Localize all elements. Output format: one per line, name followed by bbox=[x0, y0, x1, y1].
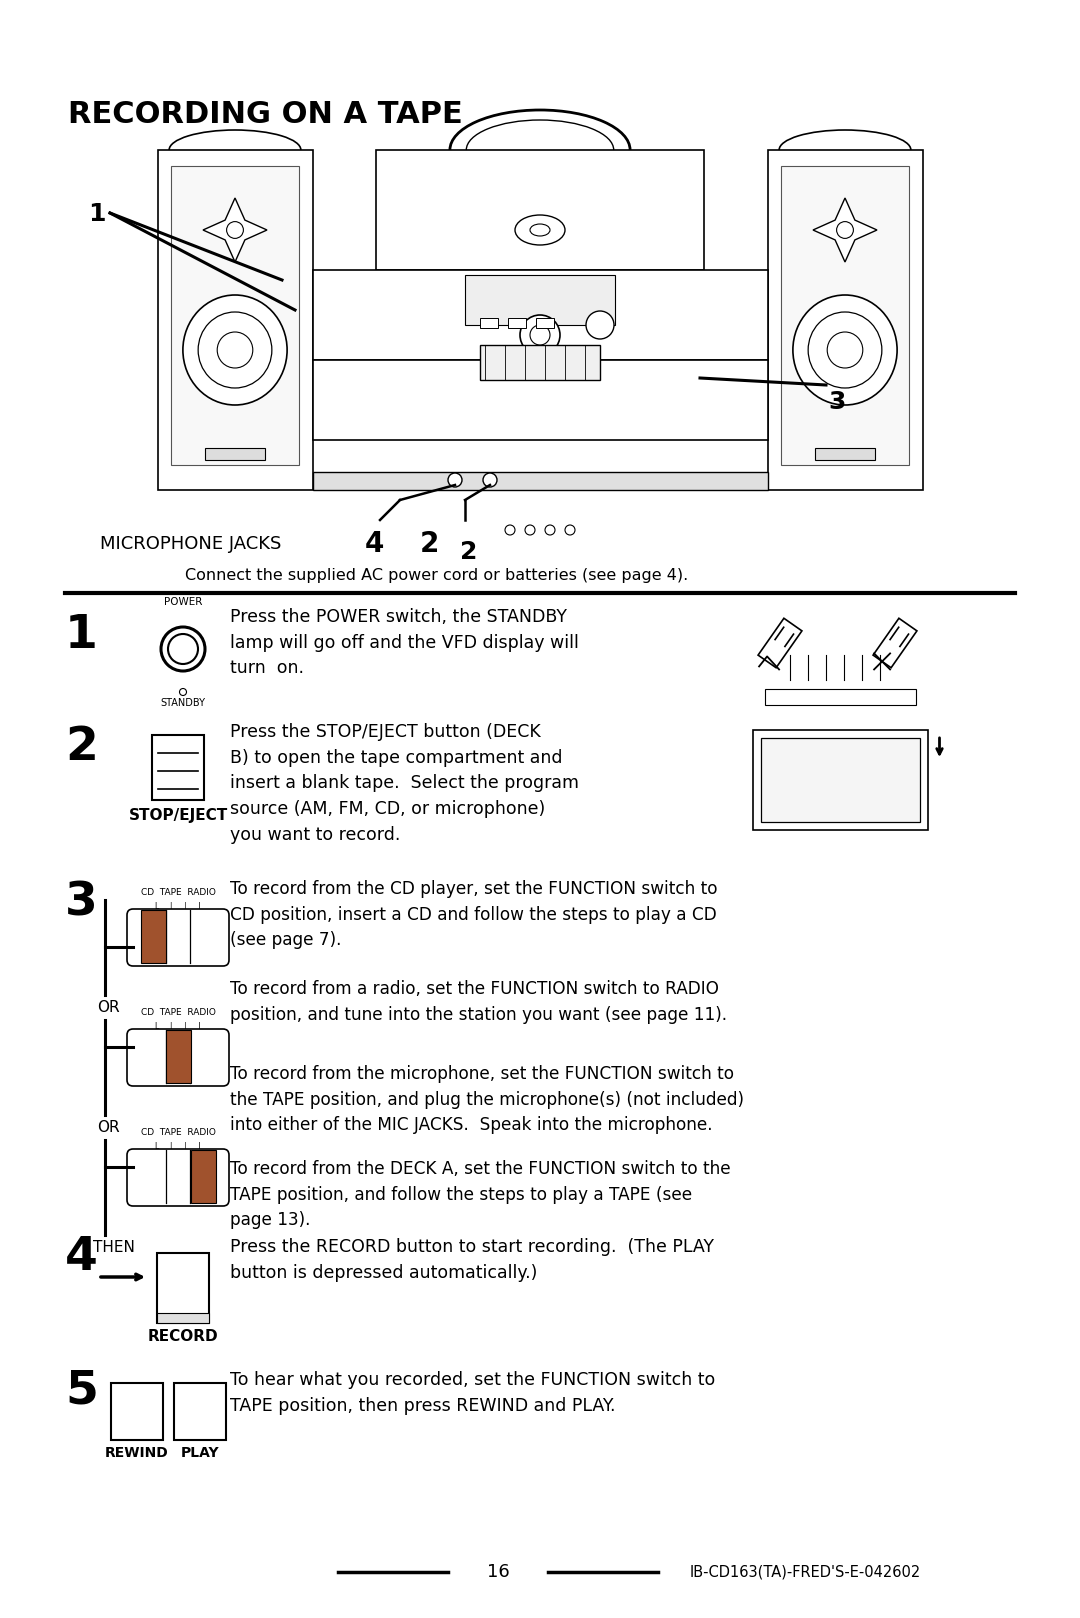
Text: L___|___|___J: L___|___|___J bbox=[154, 1023, 201, 1031]
Ellipse shape bbox=[183, 294, 287, 404]
Circle shape bbox=[161, 628, 205, 671]
Bar bbox=[157, 1312, 210, 1324]
Bar bbox=[312, 472, 768, 490]
Text: To record from a radio, set the FUNCTION switch to RADIO
position, and tune into: To record from a radio, set the FUNCTION… bbox=[230, 981, 727, 1024]
Text: L___|___|___J: L___|___|___J bbox=[154, 901, 201, 911]
FancyBboxPatch shape bbox=[127, 1029, 229, 1086]
Text: PLAY: PLAY bbox=[180, 1446, 219, 1459]
Circle shape bbox=[586, 311, 615, 340]
Circle shape bbox=[565, 524, 575, 536]
Text: To record from the DECK A, set the FUNCTION switch to the
TAPE position, and fol: To record from the DECK A, set the FUNCT… bbox=[230, 1160, 731, 1230]
Text: L___|___|___J: L___|___|___J bbox=[154, 1142, 201, 1150]
Text: RECORDING ON A TAPE: RECORDING ON A TAPE bbox=[68, 100, 462, 129]
Text: 2: 2 bbox=[460, 540, 477, 565]
Text: 4: 4 bbox=[65, 1235, 98, 1280]
Text: 3: 3 bbox=[65, 880, 98, 925]
Text: 3: 3 bbox=[828, 390, 846, 414]
Bar bbox=[152, 735, 204, 799]
Bar bbox=[174, 1383, 226, 1440]
Polygon shape bbox=[758, 618, 802, 668]
Bar bbox=[765, 689, 916, 705]
Text: To record from the microphone, set the FUNCTION switch to
the TAPE position, and: To record from the microphone, set the F… bbox=[230, 1065, 744, 1134]
Bar bbox=[508, 319, 526, 328]
Text: NO: NO bbox=[883, 693, 907, 709]
Text: Press the RECORD button to start recording.  (The PLAY
button is depressed autom: Press the RECORD button to start recordi… bbox=[230, 1238, 714, 1281]
Circle shape bbox=[227, 222, 243, 238]
Bar bbox=[753, 730, 928, 830]
Circle shape bbox=[525, 524, 535, 536]
Circle shape bbox=[179, 689, 187, 696]
Ellipse shape bbox=[217, 332, 253, 367]
Bar bbox=[158, 150, 312, 490]
Bar bbox=[166, 1031, 191, 1082]
Circle shape bbox=[505, 524, 515, 536]
Bar bbox=[768, 150, 922, 490]
Text: REWIND: REWIND bbox=[105, 1446, 168, 1459]
Bar bbox=[815, 448, 875, 460]
Bar bbox=[376, 150, 704, 270]
Text: RECORD: RECORD bbox=[148, 1328, 218, 1345]
FancyBboxPatch shape bbox=[127, 1149, 229, 1205]
Text: THEN: THEN bbox=[93, 1239, 135, 1256]
Bar bbox=[480, 319, 498, 328]
Text: 5: 5 bbox=[65, 1367, 98, 1413]
Text: To hear what you recorded, set the FUNCTION switch to
TAPE position, then press : To hear what you recorded, set the FUNCT… bbox=[230, 1370, 715, 1414]
Polygon shape bbox=[873, 618, 917, 668]
Bar bbox=[312, 270, 768, 359]
Ellipse shape bbox=[827, 332, 863, 367]
Bar bbox=[312, 359, 768, 440]
Polygon shape bbox=[203, 197, 267, 262]
Text: STANDBY: STANDBY bbox=[161, 697, 205, 709]
Text: Press the POWER switch, the STANDBY
lamp will go off and the VFD display will
tu: Press the POWER switch, the STANDBY lamp… bbox=[230, 608, 579, 678]
Circle shape bbox=[519, 316, 561, 354]
Bar bbox=[205, 448, 265, 460]
Text: 2: 2 bbox=[420, 531, 440, 558]
Text: 1: 1 bbox=[87, 202, 106, 227]
Text: OR: OR bbox=[97, 1000, 120, 1014]
Bar bbox=[157, 1252, 210, 1324]
Text: 4: 4 bbox=[365, 531, 384, 558]
Bar bbox=[172, 165, 298, 464]
Text: CD  TAPE  RADIO: CD TAPE RADIO bbox=[140, 888, 215, 896]
Bar bbox=[536, 319, 554, 328]
Text: STOP/EJECT: STOP/EJECT bbox=[129, 807, 228, 824]
Bar bbox=[480, 345, 600, 380]
Ellipse shape bbox=[515, 215, 565, 244]
Circle shape bbox=[168, 634, 198, 663]
Circle shape bbox=[837, 222, 853, 238]
Polygon shape bbox=[813, 197, 877, 262]
Ellipse shape bbox=[530, 223, 550, 236]
Bar bbox=[465, 275, 615, 325]
Circle shape bbox=[448, 472, 462, 487]
Text: POWER: POWER bbox=[164, 597, 202, 607]
Text: MICROPHONE JACKS: MICROPHONE JACKS bbox=[100, 536, 282, 553]
Circle shape bbox=[545, 524, 555, 536]
Ellipse shape bbox=[808, 312, 882, 388]
Ellipse shape bbox=[793, 294, 897, 404]
Text: Connect the supplied AC power cord or batteries (see page 4).: Connect the supplied AC power cord or ba… bbox=[185, 568, 688, 582]
Ellipse shape bbox=[198, 312, 272, 388]
Text: OR: OR bbox=[97, 1120, 120, 1134]
Text: 16: 16 bbox=[487, 1563, 510, 1581]
Text: IB-CD163(TA)-FRED'S-E-042602: IB-CD163(TA)-FRED'S-E-042602 bbox=[690, 1565, 921, 1579]
Text: Press the STOP/EJECT button (DECK
B) to open the tape compartment and
insert a b: Press the STOP/EJECT button (DECK B) to … bbox=[230, 723, 579, 845]
Bar bbox=[111, 1383, 163, 1440]
Bar bbox=[191, 1150, 216, 1204]
Bar bbox=[760, 738, 919, 822]
Text: To record from the CD player, set the FUNCTION switch to
CD position, insert a C: To record from the CD player, set the FU… bbox=[230, 880, 717, 950]
Text: 2: 2 bbox=[65, 725, 98, 770]
Bar bbox=[782, 165, 908, 464]
Text: OK: OK bbox=[769, 693, 791, 709]
Circle shape bbox=[530, 325, 550, 345]
Circle shape bbox=[483, 472, 497, 487]
Bar bbox=[141, 909, 165, 963]
Text: CD  TAPE  RADIO: CD TAPE RADIO bbox=[140, 1128, 215, 1137]
Text: CD  TAPE  RADIO: CD TAPE RADIO bbox=[140, 1008, 215, 1018]
Text: 1: 1 bbox=[65, 613, 98, 659]
FancyBboxPatch shape bbox=[127, 909, 229, 966]
